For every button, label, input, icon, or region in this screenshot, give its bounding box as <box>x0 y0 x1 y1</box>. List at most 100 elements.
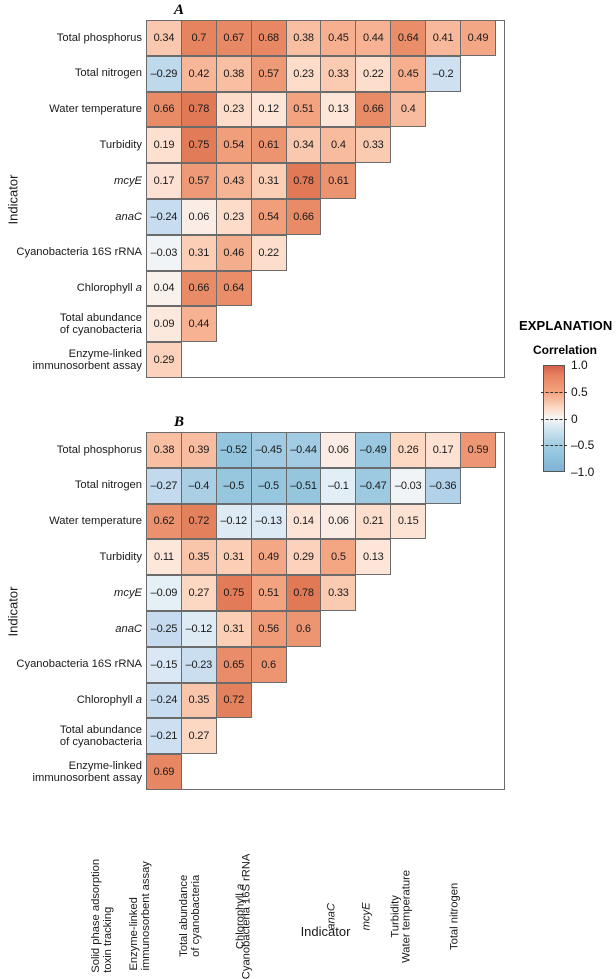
matrix-cell-a-3-5: 0.4 <box>320 127 357 164</box>
matrix-cell-b-2-5: 0.06 <box>320 503 357 540</box>
matrix-cell-b-2-3: –0.13 <box>250 503 287 540</box>
matrix-cell-a-1-7: 0.45 <box>390 55 427 92</box>
matrix-cell-a-3-1: 0.75 <box>180 127 217 164</box>
matrix-row: 0.69 <box>146 754 504 791</box>
matrix-cell-b-8-0: –0.21 <box>146 718 182 755</box>
matrix-cell-a-0-4: 0.38 <box>285 20 322 56</box>
row-label-b-9: Enzyme-linked immunosorbent assay <box>32 759 142 785</box>
matrix-cell-empty <box>427 539 463 575</box>
matrix-cell-empty <box>289 718 325 754</box>
matrix-cell-empty <box>465 611 501 647</box>
matrix-cell-b-0-1: 0.39 <box>180 432 217 468</box>
matrix-cell-empty <box>253 754 289 790</box>
panel-a-letter: A <box>174 2 185 18</box>
matrix-cell-b-6-0: –0.15 <box>146 646 182 683</box>
matrix-cell-empty <box>360 306 396 342</box>
matrix-row: –0.15 –0.23 0.65 0.6 <box>146 646 504 684</box>
matrix-cell-empty <box>432 306 468 342</box>
matrix-cell-b-1-4: –0.51 <box>285 467 322 504</box>
matrix-cell-empty <box>464 575 500 611</box>
matrix-cell-b-5-2: 0.31 <box>215 610 252 647</box>
matrix-cell-empty <box>323 271 359 307</box>
matrix-cell-empty <box>467 271 503 307</box>
matrix-cell-empty <box>361 342 397 378</box>
matrix-cell-b-6-3: 0.6 <box>250 646 287 683</box>
matrix-cell-empty <box>357 199 393 235</box>
matrix-cell-b-2-7: 0.15 <box>390 503 427 540</box>
matrix-cell-empty <box>360 718 396 754</box>
matrix-cell-empty <box>468 342 504 378</box>
row-label-b-3: Turbidity <box>99 551 142 564</box>
matrix-cell-b-0-3: –0.45 <box>250 432 287 468</box>
matrix-cell-a-1-3: 0.57 <box>250 55 287 92</box>
matrix-row: –0.24 0.35 0.72 <box>146 682 504 720</box>
matrix-cell-empty <box>461 468 497 504</box>
matrix-cell-a-1-4: 0.23 <box>285 55 322 92</box>
matrix-cell-b-5-0: –0.25 <box>146 610 182 647</box>
matrix-cell-a-7-2: 0.64 <box>215 270 252 307</box>
matrix-cell-b-0-4: –0.44 <box>285 432 322 468</box>
matrix-cell-empty <box>466 235 502 271</box>
row-label-b-1: Total nitrogen <box>74 479 142 492</box>
matrix-cell-b-0-7: 0.26 <box>390 432 427 468</box>
matrix-cell-a-5-0: –0.24 <box>146 198 182 235</box>
matrix-cell-b-7-2: 0.72 <box>215 682 252 719</box>
colorbar-tick-2 <box>541 418 567 420</box>
matrix-cell-b-2-1: 0.72 <box>180 503 217 540</box>
colorbar-tick-label-0: 1.0 <box>571 358 588 372</box>
matrix-cell-a-2-1: 0.78 <box>180 91 217 128</box>
matrix-cell-a-0-9: 0.49 <box>460 20 496 56</box>
matrix-cell-empty <box>324 306 360 342</box>
matrix-cell-empty <box>391 127 427 163</box>
colorbar-tick-3 <box>541 445 567 447</box>
matrix-cell-b-1-5: –0.1 <box>320 467 357 504</box>
matrix-cell-empty <box>321 199 357 235</box>
matrix-cell-empty <box>289 754 325 790</box>
matrix-cell-b-4-2: 0.75 <box>215 575 252 611</box>
matrix-row: 0.34 0.7 0.67 0.68 0.38 0.45 0.44 0.64 0.41 0.49 <box>146 20 504 57</box>
matrix-cell-empty <box>393 611 429 647</box>
matrix-cell-empty <box>392 575 428 611</box>
matrix-cell-empty <box>359 271 395 307</box>
row-label-b-0: Total phosphorus <box>56 443 142 456</box>
column-label-9: Total nitrogen <box>449 882 462 950</box>
row-label-a-0: Total phosphorus <box>56 31 142 44</box>
matrix-cell-b-0-9: 0.59 <box>460 432 496 468</box>
panel-b-letter: B <box>174 414 185 430</box>
matrix-cell-a-1-2: 0.38 <box>215 55 252 92</box>
matrix-cell-a-5-4: 0.66 <box>285 198 322 235</box>
matrix-cell-empty <box>252 683 288 719</box>
matrix-cell-a-7-1: 0.66 <box>180 270 217 307</box>
colorbar-tick-label-2: 0 <box>571 411 578 426</box>
matrix-cell-empty <box>182 754 218 790</box>
matrix-cell-empty <box>465 199 501 235</box>
matrix-cell-a-0-8: 0.41 <box>425 20 462 56</box>
matrix-cell-empty <box>217 718 253 754</box>
matrix-row: –0.09 0.27 0.75 0.51 0.78 0.33 <box>146 575 504 612</box>
matrix-cell-empty <box>431 271 467 307</box>
matrix-cell-empty <box>426 504 462 540</box>
matrix-row: 0.66 0.78 0.23 0.12 0.51 0.13 0.66 0.4 <box>146 91 504 129</box>
matrix-cell-b-1-7: –0.03 <box>390 467 427 504</box>
matrix-cell-b-4-5: 0.33 <box>320 575 357 611</box>
matrix-cell-b-7-1: 0.35 <box>180 682 217 719</box>
colorbar-tick-label-1: 0.5 <box>571 384 588 399</box>
matrix-cell-a-4-1: 0.57 <box>180 163 217 199</box>
matrix-cell-empty <box>394 235 430 271</box>
row-label-a-9: Enzyme-linked immunosorbent assay <box>32 347 142 373</box>
matrix-cell-empty <box>428 575 464 611</box>
legend-subtitle: Correlation <box>533 343 598 357</box>
matrix-cell-empty <box>356 163 392 199</box>
matrix-cell-a-4-5: 0.61 <box>320 163 357 199</box>
matrix-cell-empty <box>322 647 358 683</box>
matrix-cell-empty <box>358 647 394 683</box>
matrix-cell-b-0-8: 0.17 <box>425 432 462 468</box>
matrix-cell-empty <box>429 611 465 647</box>
matrix-cell-a-7-0: 0.04 <box>146 270 182 307</box>
matrix-row: 0.04 0.66 0.64 <box>146 270 504 308</box>
matrix-cell-empty <box>253 306 289 342</box>
column-label-5: anaC <box>325 902 338 930</box>
colorbar-tick-label-3: –0.5 <box>571 438 595 453</box>
matrix-cell-a-9-0: 0.29 <box>146 342 182 378</box>
matrix-cell-empty <box>463 127 499 163</box>
